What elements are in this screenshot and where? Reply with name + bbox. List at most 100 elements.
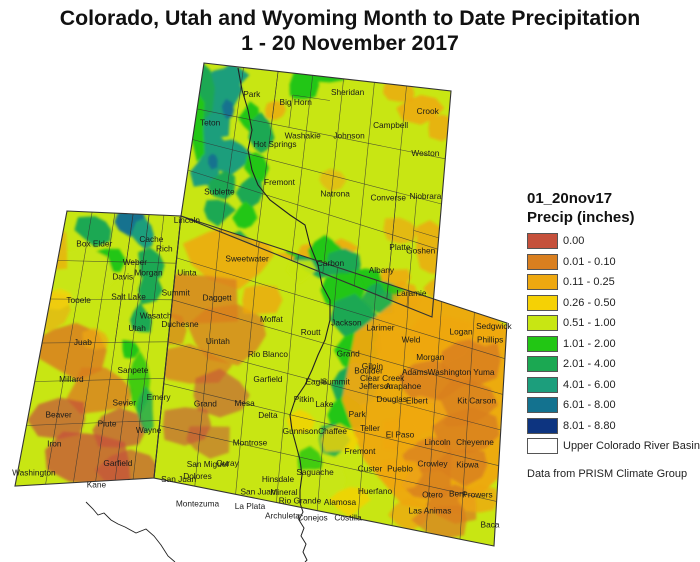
svg-text:Conejos: Conejos (297, 513, 327, 523)
svg-text:Sedgwick: Sedgwick (476, 321, 512, 331)
svg-text:El Paso: El Paso (386, 430, 415, 440)
svg-text:Archuleta: Archuleta (265, 511, 300, 521)
svg-text:Adams: Adams (402, 367, 428, 377)
svg-text:Sublette: Sublette (204, 186, 235, 196)
svg-text:Washington Yuma: Washington Yuma (428, 367, 495, 377)
svg-text:Rio Blanco: Rio Blanco (248, 349, 289, 359)
svg-text:Logan: Logan (450, 327, 473, 337)
svg-text:Baca: Baca (481, 520, 500, 530)
svg-text:Prowers: Prowers (462, 490, 492, 500)
svg-text:Weber: Weber (123, 257, 148, 267)
svg-text:Mesa: Mesa (234, 398, 255, 408)
svg-text:Campbell: Campbell (373, 120, 408, 130)
svg-text:Fremont: Fremont (345, 446, 377, 456)
svg-text:Summit: Summit (322, 377, 351, 387)
svg-text:Larimer: Larimer (366, 322, 394, 332)
svg-text:Park: Park (349, 409, 367, 419)
svg-text:Mineral: Mineral (270, 487, 297, 497)
svg-text:Gilpin: Gilpin (362, 361, 384, 371)
svg-text:Salt Lake: Salt Lake (111, 291, 146, 301)
svg-text:Emery: Emery (147, 392, 172, 402)
svg-text:Alamosa: Alamosa (324, 497, 357, 507)
svg-text:Teton: Teton (200, 118, 221, 128)
svg-text:Daggett: Daggett (202, 293, 232, 303)
svg-text:Cheyenne: Cheyenne (456, 437, 494, 447)
svg-text:Uinta: Uinta (177, 267, 197, 277)
svg-text:Kit Carson: Kit Carson (457, 395, 496, 405)
svg-text:Moffat: Moffat (260, 314, 284, 324)
svg-text:Grand: Grand (194, 398, 217, 408)
svg-text:Juab: Juab (74, 337, 92, 347)
svg-text:Sevier: Sevier (113, 398, 137, 408)
svg-text:Delta: Delta (258, 410, 278, 420)
svg-text:La Plata: La Plata (235, 501, 266, 511)
svg-text:Sheridan: Sheridan (331, 87, 365, 97)
svg-text:Weston: Weston (411, 148, 439, 158)
svg-text:Dolores: Dolores (183, 471, 212, 481)
svg-text:Johnson: Johnson (333, 131, 365, 141)
svg-text:Elbert: Elbert (406, 395, 428, 405)
svg-text:Arapahoe: Arapahoe (385, 381, 421, 391)
svg-text:Hot Springs: Hot Springs (253, 139, 296, 149)
svg-text:Washington: Washington (12, 468, 56, 478)
svg-text:Costilla: Costilla (334, 513, 362, 523)
svg-text:Chaffee: Chaffee (318, 426, 347, 436)
svg-text:Box Elder: Box Elder (76, 238, 112, 248)
svg-text:Kiowa: Kiowa (456, 460, 479, 470)
svg-text:Las Animas: Las Animas (409, 506, 452, 516)
svg-text:Crowley: Crowley (418, 459, 449, 469)
svg-text:Otero: Otero (422, 490, 443, 500)
svg-text:Sweetwater: Sweetwater (225, 253, 269, 263)
svg-text:Garfield: Garfield (103, 458, 132, 468)
svg-text:Tooele: Tooele (66, 295, 91, 305)
svg-text:Montrose: Montrose (233, 437, 268, 447)
svg-text:Saguache: Saguache (296, 467, 334, 477)
svg-text:Grand: Grand (337, 348, 360, 358)
svg-text:Custer: Custer (358, 464, 383, 474)
svg-text:Natrona: Natrona (320, 189, 350, 199)
svg-text:Crook: Crook (417, 106, 440, 116)
svg-text:Rich: Rich (156, 244, 173, 254)
svg-text:Iron: Iron (47, 438, 62, 448)
svg-text:Laramie: Laramie (397, 288, 427, 298)
svg-text:Morgan: Morgan (135, 268, 164, 278)
svg-text:Rio Grande: Rio Grande (279, 496, 322, 506)
svg-text:Davis: Davis (112, 271, 133, 281)
svg-text:Gunnison: Gunnison (283, 426, 319, 436)
svg-text:Pitkin: Pitkin (294, 394, 315, 404)
svg-text:Huerfano: Huerfano (358, 486, 393, 496)
svg-text:Phillips: Phillips (477, 334, 503, 344)
svg-text:Jackson: Jackson (331, 318, 362, 328)
svg-text:Weld: Weld (402, 334, 421, 344)
svg-text:Ouray: Ouray (216, 458, 239, 468)
svg-text:Summit: Summit (162, 288, 191, 298)
svg-text:Albany: Albany (369, 265, 395, 275)
svg-text:Park: Park (243, 89, 261, 99)
svg-text:Millard: Millard (59, 374, 84, 384)
svg-text:Montezuma: Montezuma (176, 499, 220, 509)
svg-text:Cache: Cache (139, 234, 163, 244)
svg-text:Kane: Kane (87, 480, 107, 490)
svg-text:Wayne: Wayne (136, 425, 162, 435)
svg-text:Converse: Converse (371, 192, 407, 202)
svg-text:Duchesne: Duchesne (161, 319, 199, 329)
svg-text:Uintah: Uintah (206, 336, 230, 346)
svg-text:Big Horn: Big Horn (280, 97, 313, 107)
svg-text:Lincoln: Lincoln (424, 437, 451, 447)
svg-text:Lincoln: Lincoln (174, 215, 201, 225)
svg-text:Lake: Lake (315, 399, 333, 409)
svg-text:Goshen: Goshen (406, 246, 435, 256)
svg-text:Carbon: Carbon (317, 258, 345, 268)
svg-text:Pueblo: Pueblo (387, 464, 413, 474)
svg-text:Hinsdale: Hinsdale (262, 474, 295, 484)
svg-text:Garfield: Garfield (253, 374, 282, 384)
svg-text:Piute: Piute (98, 418, 117, 428)
svg-text:Routt: Routt (301, 327, 322, 337)
svg-text:Douglas: Douglas (376, 394, 406, 404)
svg-text:Fremont: Fremont (264, 177, 296, 187)
svg-text:Morgan: Morgan (416, 352, 445, 362)
svg-text:Teller: Teller (360, 423, 380, 433)
svg-text:Beaver: Beaver (45, 410, 72, 420)
svg-text:Utah: Utah (128, 323, 146, 333)
svg-text:Niobrara: Niobrara (409, 191, 441, 201)
